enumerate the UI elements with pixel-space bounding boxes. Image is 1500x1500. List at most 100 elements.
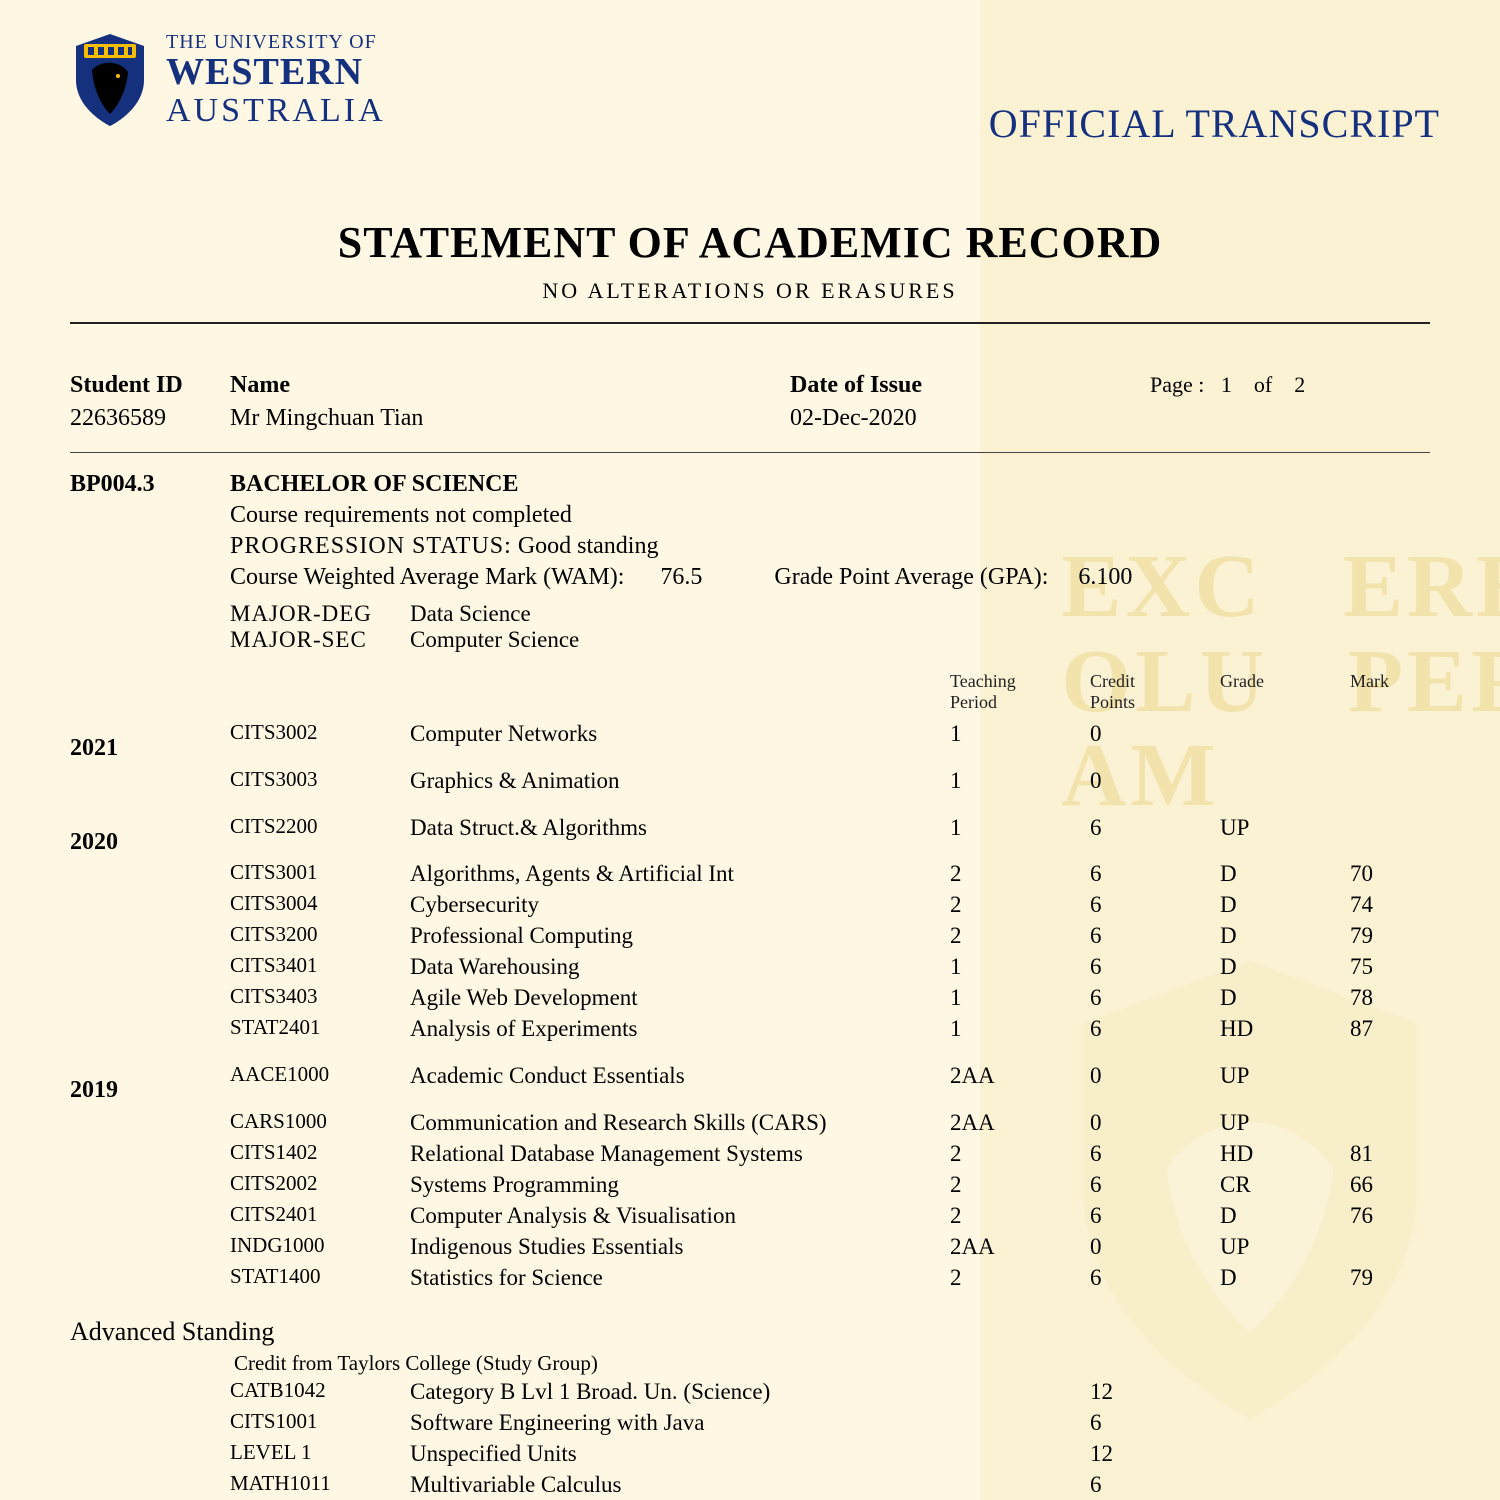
credit-points: 6	[1090, 1013, 1220, 1044]
teaching-period: 2AA	[950, 1107, 1090, 1138]
unit-title: Category B Lvl 1 Broad. Un. (Science)	[410, 1376, 950, 1407]
course-row: 2021CITS3002Computer Networks10	[70, 718, 1430, 764]
unit-code: INDG1000	[230, 1231, 410, 1262]
adv-row: MATH1011Multivariable Calculus6	[70, 1469, 1430, 1500]
credit-points: 6	[1090, 1407, 1220, 1438]
mark	[1350, 1107, 1440, 1138]
course-row: CITS1402Relational Database Management S…	[70, 1138, 1430, 1169]
credit-points: 12	[1090, 1376, 1220, 1407]
teaching-period: 1	[950, 951, 1090, 982]
grade	[1220, 765, 1350, 796]
grade: HD	[1220, 1138, 1350, 1169]
unit-code: CARS1000	[230, 1107, 410, 1138]
course-row: CITS3003Graphics & Animation10	[70, 765, 1430, 796]
unit-title: Academic Conduct Essentials	[410, 1060, 950, 1106]
course-row: INDG1000Indigenous Studies Essentials2AA…	[70, 1231, 1430, 1262]
unit-title: Systems Programming	[410, 1169, 950, 1200]
credit-points: 12	[1090, 1438, 1220, 1469]
course-row: STAT2401Analysis of Experiments16HD87	[70, 1013, 1430, 1044]
credit-points: 6	[1090, 858, 1220, 889]
teaching-period: 2	[950, 920, 1090, 951]
course-row: CITS2002Systems Programming26CR66	[70, 1169, 1430, 1200]
unit-title: Graphics & Animation	[410, 765, 950, 796]
course-row: CITS3403Agile Web Development16D78	[70, 982, 1430, 1013]
credit-points: 0	[1090, 718, 1220, 764]
unit-title: Computer Networks	[410, 718, 950, 764]
unit-title: Professional Computing	[410, 920, 950, 951]
unit-code: CATB1042	[230, 1376, 410, 1407]
uni-name-line1: THE UNIVERSITY OF	[166, 32, 386, 53]
grade: UP	[1220, 1107, 1350, 1138]
credit-points: 6	[1090, 1138, 1220, 1169]
statement-subtitle: NO ALTERATIONS OR ERASURES	[0, 278, 1500, 304]
credit-points: 0	[1090, 765, 1220, 796]
unit-title: Analysis of Experiments	[410, 1013, 950, 1044]
mark: 87	[1350, 1013, 1440, 1044]
student-id-label: Student ID	[70, 372, 230, 399]
program-code: BP004.3	[70, 471, 230, 653]
unit-code: AACE1000	[230, 1060, 410, 1106]
grade: D	[1220, 982, 1350, 1013]
unit-title: Statistics for Science	[410, 1262, 950, 1293]
course-row: CITS3401Data Warehousing16D75	[70, 951, 1430, 982]
grade: D	[1220, 951, 1350, 982]
grade: UP	[1220, 1060, 1350, 1106]
degree-name: BACHELOR OF SCIENCE	[230, 471, 1430, 498]
unit-title: Relational Database Management Systems	[410, 1138, 950, 1169]
mark	[1350, 718, 1440, 764]
mark: 75	[1350, 951, 1440, 982]
grade: D	[1220, 1262, 1350, 1293]
unit-title: Data Warehousing	[410, 951, 950, 982]
issue-date: 02-Dec-2020	[790, 405, 1150, 432]
teaching-period: 2	[950, 858, 1090, 889]
teaching-period: 2	[950, 1169, 1090, 1200]
teaching-period: 2AA	[950, 1231, 1090, 1262]
mark	[1350, 765, 1440, 796]
credit-points: 6	[1090, 812, 1220, 858]
gpa-label: Grade Point Average (GPA):	[774, 564, 1048, 590]
teaching-period: 1	[950, 765, 1090, 796]
mark	[1350, 1060, 1440, 1106]
course-table-header: Teaching Period Credit Points Grade Mark	[70, 671, 1430, 712]
col-teaching-period: Teaching Period	[950, 671, 1090, 712]
grade: D	[1220, 1200, 1350, 1231]
unit-title: Algorithms, Agents & Artificial Int	[410, 858, 950, 889]
course-row: STAT1400Statistics for Science26D79	[70, 1262, 1430, 1293]
course-row: CITS2401Computer Analysis & Visualisatio…	[70, 1200, 1430, 1231]
credit-points: 6	[1090, 951, 1220, 982]
university-logo: THE UNIVERSITY OF WESTERN AUSTRALIA	[70, 30, 386, 130]
course-row: 2020CITS2200Data Struct.& Algorithms16UP	[70, 812, 1430, 858]
crest-icon	[70, 30, 150, 130]
uni-name-line3: AUSTRALIA	[166, 93, 386, 129]
credit-points: 0	[1090, 1231, 1220, 1262]
mark	[1350, 812, 1440, 858]
course-row: CITS3004Cybersecurity26D74	[70, 889, 1430, 920]
credit-source-1: Credit from Taylors College (Study Group…	[0, 1347, 1500, 1376]
teaching-period: 1	[950, 982, 1090, 1013]
unit-code: LEVEL 1	[230, 1438, 410, 1469]
student-name: Mr Mingchuan Tian	[230, 405, 790, 432]
unit-code: CITS1001	[230, 1407, 410, 1438]
statement-title: STATEMENT OF ACADEMIC RECORD	[0, 217, 1500, 268]
year-heading: 2021	[70, 732, 230, 764]
credit-points: 6	[1090, 1262, 1220, 1293]
mark: 79	[1350, 1262, 1440, 1293]
unit-code: CITS2401	[230, 1200, 410, 1231]
mark: 74	[1350, 889, 1440, 920]
wam-label: Course Weighted Average Mark (WAM):	[230, 564, 624, 590]
student-id: 22636589	[70, 405, 230, 432]
credit-points: 6	[1090, 1169, 1220, 1200]
unit-title: Computer Analysis & Visualisation	[410, 1200, 950, 1231]
unit-code: CITS2200	[230, 812, 410, 858]
teaching-period: 2	[950, 1138, 1090, 1169]
teaching-period: 2AA	[950, 1060, 1090, 1106]
major-sec-key: MAJOR-SEC	[230, 627, 410, 653]
issue-date-label: Date of Issue	[790, 372, 1150, 399]
unit-code: CITS3002	[230, 718, 410, 764]
course-row: CARS1000Communication and Research Skill…	[70, 1107, 1430, 1138]
mark: 66	[1350, 1169, 1440, 1200]
teaching-period: 2	[950, 1262, 1090, 1293]
teaching-period: 1	[950, 1013, 1090, 1044]
teaching-period: 2	[950, 889, 1090, 920]
grade: UP	[1220, 812, 1350, 858]
